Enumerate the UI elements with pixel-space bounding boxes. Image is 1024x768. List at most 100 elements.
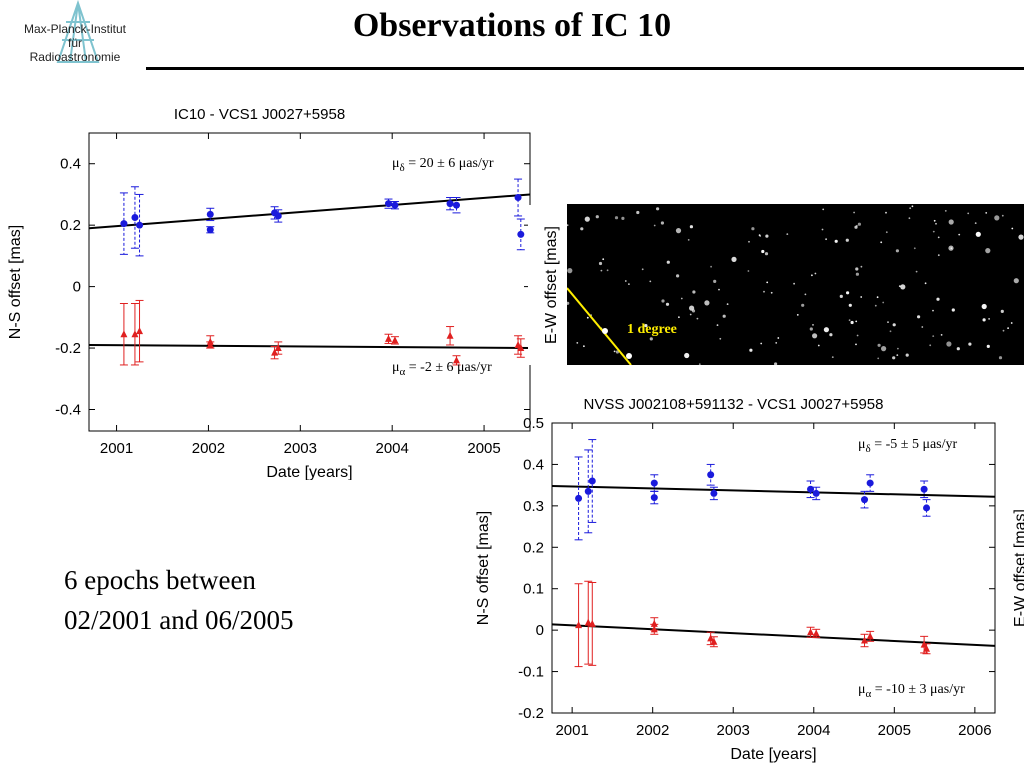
x-tick-label: 2003 xyxy=(284,440,317,457)
star xyxy=(614,216,619,220)
data-point-circle xyxy=(710,489,718,497)
x-tick-label: 2002 xyxy=(636,722,669,739)
scale-bar xyxy=(567,287,632,365)
data-point-circle xyxy=(650,479,658,487)
star xyxy=(812,324,814,326)
chart-title: NVSS J002108+591132 - VCS1 J0027+5958 xyxy=(584,396,884,413)
star xyxy=(764,252,769,256)
data-point-circle xyxy=(206,210,214,218)
star xyxy=(689,313,692,316)
star xyxy=(760,342,763,345)
star xyxy=(998,356,1003,360)
data-point-triangle xyxy=(517,344,525,352)
y-tick-label: 0 xyxy=(73,279,81,296)
star xyxy=(678,316,680,319)
star xyxy=(615,350,619,354)
star xyxy=(982,318,986,322)
data-point-circle xyxy=(131,213,139,221)
star xyxy=(880,241,883,244)
proper-motion-label: μα = -10 ± 3 μas/yr xyxy=(858,682,965,700)
star xyxy=(895,249,899,253)
star xyxy=(974,222,977,224)
logo-line-1: Max-Planck-Institut xyxy=(23,22,127,36)
star xyxy=(801,303,805,307)
star xyxy=(1011,227,1014,230)
star xyxy=(649,280,652,283)
y-tick-label: 0.2 xyxy=(523,539,544,556)
star xyxy=(726,303,729,305)
star xyxy=(900,284,906,290)
star xyxy=(988,318,990,320)
x-tick-label: 2004 xyxy=(797,722,830,739)
data-point-circle xyxy=(385,200,393,208)
star xyxy=(748,240,750,243)
data-point-circle xyxy=(391,201,399,209)
data-point-triangle xyxy=(650,619,658,627)
data-point-circle xyxy=(588,477,596,485)
star xyxy=(814,272,817,275)
star xyxy=(598,261,603,266)
star xyxy=(1002,329,1005,332)
star xyxy=(935,222,937,225)
y-tick-label: 0.4 xyxy=(523,456,544,473)
star xyxy=(948,219,954,225)
data-point-triangle xyxy=(575,621,583,629)
data-point-circle xyxy=(707,471,715,479)
star xyxy=(846,291,850,295)
y-axis-label: N-S offset [mas] xyxy=(7,225,24,339)
proper-motion-label: μδ = -5 ± 5 μas/yr xyxy=(858,437,958,455)
data-point-circle xyxy=(920,485,928,493)
star xyxy=(583,345,585,348)
star xyxy=(896,354,899,356)
star xyxy=(660,221,664,225)
star xyxy=(876,296,879,299)
fit-line xyxy=(88,343,531,350)
star xyxy=(986,344,990,348)
star xyxy=(985,248,991,254)
star xyxy=(704,300,710,306)
star xyxy=(860,296,863,298)
x-tick-label: 2002 xyxy=(192,440,225,457)
star xyxy=(567,301,570,305)
star xyxy=(929,344,932,347)
star xyxy=(636,210,640,215)
star xyxy=(940,334,943,336)
star xyxy=(936,297,940,301)
star xyxy=(856,334,859,337)
data-point-circle xyxy=(812,489,820,497)
star xyxy=(829,333,833,337)
data-point-triangle xyxy=(120,330,128,338)
star xyxy=(796,314,799,316)
star xyxy=(924,282,927,285)
star xyxy=(613,350,616,353)
star xyxy=(825,238,827,241)
star xyxy=(821,228,824,231)
x-axis-label: Date [years] xyxy=(730,746,816,763)
star xyxy=(917,315,921,319)
star xyxy=(1010,322,1013,324)
star xyxy=(811,274,813,277)
data-point-triangle xyxy=(385,334,393,342)
star xyxy=(1013,278,1019,284)
slide-title: Observations of IC 10 xyxy=(352,7,672,44)
star xyxy=(698,363,701,365)
star xyxy=(628,283,630,285)
x-tick-label: 2003 xyxy=(717,722,750,739)
star xyxy=(845,238,849,242)
star xyxy=(812,333,818,339)
data-point-triangle xyxy=(453,356,460,364)
star xyxy=(823,327,829,333)
star xyxy=(968,342,972,346)
star xyxy=(855,272,859,276)
star xyxy=(719,337,722,340)
data-point-triangle xyxy=(650,625,658,633)
star xyxy=(911,205,914,208)
star xyxy=(839,294,843,298)
star xyxy=(877,343,881,347)
data-point-triangle xyxy=(584,618,592,626)
star xyxy=(897,347,899,350)
scale-bar-marker xyxy=(602,328,608,334)
star xyxy=(1001,214,1004,217)
star xyxy=(747,270,750,272)
star xyxy=(774,362,778,365)
